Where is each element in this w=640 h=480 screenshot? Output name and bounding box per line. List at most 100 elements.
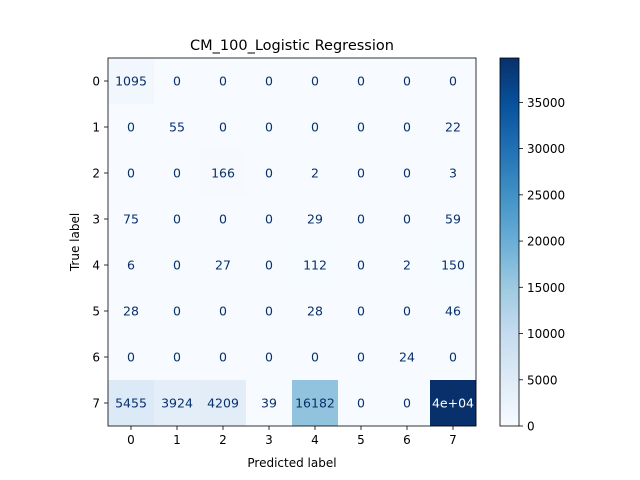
heatmap-cell [200,196,247,243]
heatmap-cell [154,104,201,151]
heatmap-cell [108,196,155,243]
heatmap-cell [108,334,155,381]
heatmap-cell [108,104,155,151]
heatmap-cell [338,334,385,381]
heatmap-cell [246,334,293,381]
cell-value-label: 0 [357,258,365,273]
cell-value-label: 0 [173,212,181,227]
heatmap-cell [292,334,339,381]
heatmap-cell [200,104,247,151]
heatmap-cell [200,334,247,381]
heatmap-cell [430,58,477,105]
x-tick-label: 4 [311,433,319,447]
chart-title: CM_100_Logistic Regression [190,38,394,54]
heatmap-cell [430,380,477,427]
heatmap-cell [384,150,431,197]
cell-value-label: 0 [403,304,411,319]
cell-value-label: 55 [169,120,185,135]
cell-value-label: 0 [127,120,135,135]
y-tick-label: 4 [92,259,100,273]
cell-value-label: 0 [265,120,273,135]
colorbar-tick-label: 30000 [527,142,565,156]
cell-value-label: 22 [445,120,461,135]
x-tick-label: 0 [127,433,135,447]
cell-value-label: 0 [219,212,227,227]
heatmap-cell [430,334,477,381]
heatmap-cell [430,104,477,151]
x-tick-label: 1 [173,433,181,447]
cell-value-label: 27 [215,258,231,273]
heatmap-cells [108,58,477,427]
cell-value-label: 0 [403,166,411,181]
cell-value-label: 28 [307,304,323,319]
heatmap-cell [108,288,155,335]
cell-value-label: 0 [265,74,273,89]
heatmap-cell [108,58,155,105]
cell-value-label: 0 [219,74,227,89]
heatmap-cell [338,288,385,335]
heatmap-cell [154,334,201,381]
x-tick-label: 6 [403,433,411,447]
heatmap-cell [384,196,431,243]
cell-value-label: 2 [311,166,319,181]
heatmap-cell [384,58,431,105]
heatmap-cell [292,288,339,335]
cell-value-label: 29 [307,212,323,227]
cell-value-label: 0 [403,396,411,411]
heatmap-cell [338,104,385,151]
heatmap-cell [246,58,293,105]
cell-value-label: 0 [265,304,273,319]
heatmap-cell [384,288,431,335]
cell-value-label: 1095 [115,74,147,89]
heatmap-cell [430,150,477,197]
heatmap-cell [154,196,201,243]
cell-value-label: 0 [311,74,319,89]
cell-value-label: 4209 [207,396,239,411]
cell-value-label: 0 [449,74,457,89]
cell-value-label: 0 [357,350,365,365]
colorbar-tick-label: 15000 [527,281,565,295]
heatmap-cell [430,288,477,335]
heatmap-cell [108,380,155,427]
colorbar-tick-label: 10000 [527,327,565,341]
heatmap-cell [292,196,339,243]
heatmap-cell [338,196,385,243]
cell-value-label: 0 [357,396,365,411]
cell-value-label: 3 [449,166,457,181]
cell-value-label: 46 [445,304,461,319]
heatmap-cell [154,380,201,427]
heatmap-cell [200,380,247,427]
cell-value-label: 0 [265,258,273,273]
heatmap-frame [107,57,477,427]
heatmap-cell [246,242,293,289]
cell-value-label: 0 [357,166,365,181]
colorbar-tick-label: 5000 [527,373,558,387]
x-tick-label: 5 [357,433,365,447]
heatmap-cell [384,104,431,151]
heatmap-cell [154,58,201,105]
heatmap-cell [430,196,477,243]
heatmap-cell [154,288,201,335]
heatmap-cell [338,150,385,197]
cell-value-label: 59 [445,212,461,227]
cell-value-label: 0 [265,350,273,365]
heatmap-cell [108,242,155,289]
cell-value-label: 75 [123,212,139,227]
cell-value-label: 16182 [295,396,335,411]
cell-value-label: 0 [173,304,181,319]
cell-value-label: 0 [311,350,319,365]
y-tick-label: 0 [92,75,100,89]
cell-value-label: 0 [357,74,365,89]
heatmap-cell [292,150,339,197]
heatmap-cell [430,242,477,289]
y-tick-label: 2 [92,167,100,181]
heatmap-cell [154,242,201,289]
y-tick-label: 1 [92,121,100,135]
y-tick-label: 5 [92,305,100,319]
cell-value-label: 0 [449,350,457,365]
heatmap-cell [246,196,293,243]
heatmap-cell [200,58,247,105]
cell-value-label: 0 [357,304,365,319]
cell-value-label: 0 [403,212,411,227]
cell-value-label: 0 [357,120,365,135]
